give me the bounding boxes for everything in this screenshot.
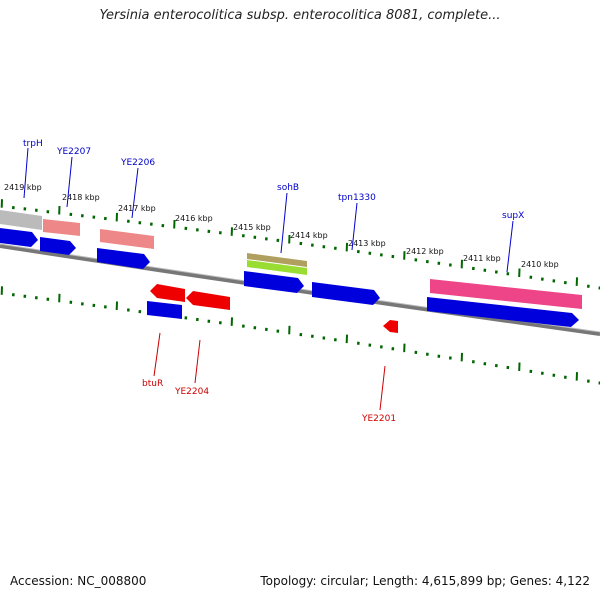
tick-label: 2412 kbp (406, 247, 444, 256)
forward-gene-arrow[interactable] (244, 271, 304, 293)
forward-gene-arrow[interactable] (40, 237, 76, 255)
map-title: Yersinia enterocolitica subsp. enterocol… (99, 8, 501, 23)
reverse-gene-arrow[interactable] (186, 291, 230, 310)
feature-label-supX[interactable]: supX (502, 211, 524, 221)
reverse-gene-arrow[interactable] (383, 320, 398, 333)
olive-gene[interactable] (247, 253, 307, 267)
tick-label: 2411 kbp (463, 254, 501, 263)
reverse-genes (150, 284, 398, 333)
upper-scale (0, 199, 600, 290)
feature-label-trpH[interactable]: trpH (23, 139, 43, 149)
salmon-gene[interactable] (100, 229, 154, 249)
top-feature-labels: trpH YE2207 YE2206 sohB tpn1330 supX (23, 139, 524, 273)
feature-label-YE2204[interactable]: YE2204 (174, 387, 209, 397)
salmon-gene[interactable] (43, 219, 80, 236)
tick-label: 2419 kbp (4, 183, 42, 192)
upper-genes (0, 210, 582, 309)
feature-label-YE2206[interactable]: YE2206 (120, 158, 155, 168)
topology-info-text: Topology: circular; Length: 4,615,899 bp… (260, 574, 590, 588)
lime-gene[interactable] (247, 260, 307, 275)
forward-gene-arrow[interactable] (312, 282, 380, 305)
reverse-gene-arrow[interactable] (150, 284, 185, 302)
tick-label: 2414 kbp (290, 231, 328, 240)
tick-label: 2415 kbp (233, 223, 271, 232)
forward-gene-arrow[interactable] (427, 297, 579, 327)
gray-block[interactable] (0, 210, 42, 230)
forward-gene-arrow[interactable] (147, 301, 182, 319)
feature-label-btuR[interactable]: btuR (142, 379, 163, 389)
forward-genes (0, 228, 579, 327)
forward-gene-arrow[interactable] (97, 248, 150, 269)
tick-labels: 2419 kbp 2418 kbp 2417 kbp 2416 kbp 2415… (4, 183, 559, 269)
tick-label: 2418 kbp (62, 193, 100, 202)
genome-backbone (0, 244, 600, 336)
feature-label-YE2207[interactable]: YE2207 (56, 147, 91, 157)
feature-label-sohB[interactable]: sohB (277, 183, 299, 193)
forward-gene-arrow[interactable] (0, 228, 38, 247)
tick-label: 2416 kbp (175, 214, 213, 223)
feature-label-tpn1330[interactable]: tpn1330 (338, 193, 376, 203)
pink-rrna[interactable] (430, 279, 582, 309)
tick-label: 2417 kbp (118, 204, 156, 213)
tick-label: 2410 kbp (521, 260, 559, 269)
feature-label-YE2201[interactable]: YE2201 (361, 414, 396, 424)
tick-label: 2413 kbp (348, 239, 386, 248)
bottom-feature-labels: btuR YE2204 YE2201 (142, 332, 396, 424)
accession-text: Accession: NC_008800 (10, 574, 147, 588)
